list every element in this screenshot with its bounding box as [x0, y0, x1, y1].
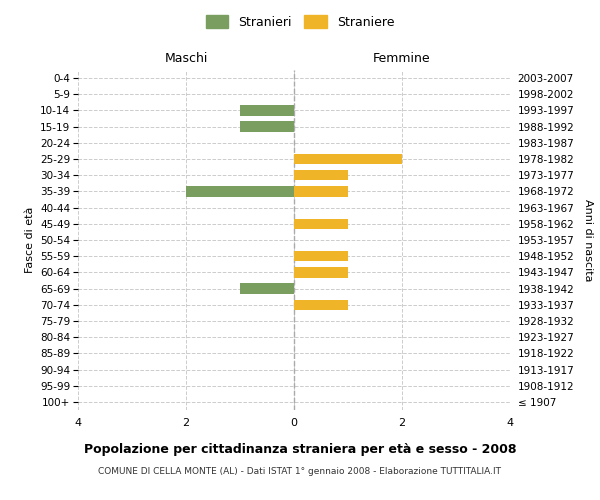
Bar	[294, 154, 402, 164]
Text: COMUNE DI CELLA MONTE (AL) - Dati ISTAT 1° gennaio 2008 - Elaborazione TUTTITALI: COMUNE DI CELLA MONTE (AL) - Dati ISTAT …	[98, 468, 502, 476]
Bar	[186, 186, 294, 196]
Bar	[294, 170, 348, 180]
Bar	[240, 105, 294, 116]
Bar	[294, 300, 348, 310]
Bar	[294, 186, 348, 196]
Text: Maschi: Maschi	[164, 52, 208, 65]
Text: Popolazione per cittadinanza straniera per età e sesso - 2008: Popolazione per cittadinanza straniera p…	[84, 442, 516, 456]
Text: Femmine: Femmine	[373, 52, 431, 65]
Bar	[240, 284, 294, 294]
Bar	[294, 267, 348, 278]
Bar	[294, 218, 348, 229]
Bar	[240, 122, 294, 132]
Legend: Stranieri, Straniere: Stranieri, Straniere	[202, 11, 398, 32]
Y-axis label: Anni di nascita: Anni di nascita	[583, 198, 593, 281]
Y-axis label: Fasce di età: Fasce di età	[25, 207, 35, 273]
Bar	[294, 251, 348, 262]
